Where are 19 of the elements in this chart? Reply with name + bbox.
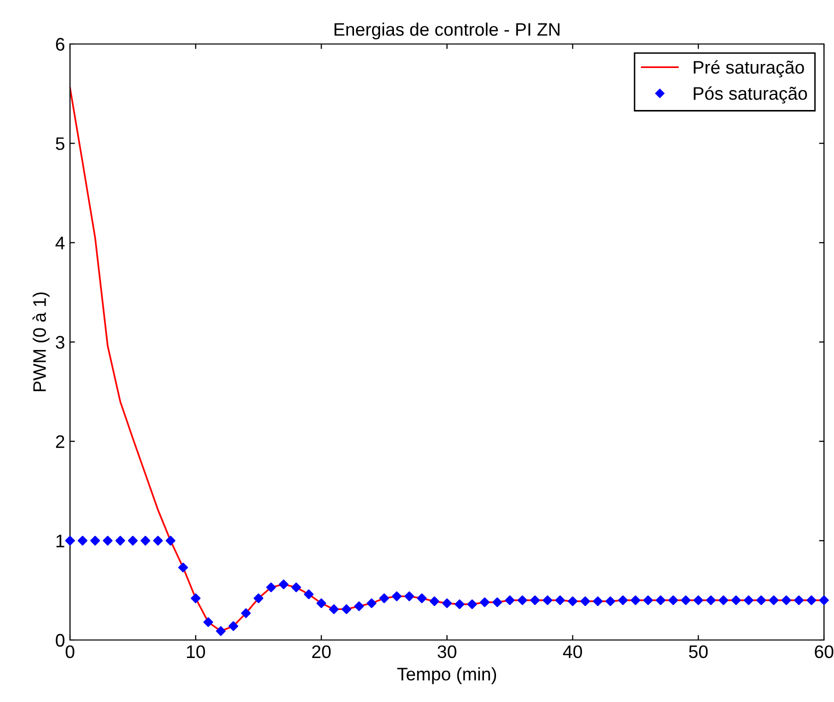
x-axis-title: Tempo (min) xyxy=(397,667,496,684)
legend-label: Pré saturação xyxy=(694,60,804,78)
x-tick-label: 30 xyxy=(438,645,456,658)
x-tick-label: 40 xyxy=(563,645,582,658)
y-tick-label: 3 xyxy=(56,336,64,349)
x-tick-label: 50 xyxy=(689,645,708,658)
legend-label: Pós saturação xyxy=(694,86,807,104)
x-tick-label: 10 xyxy=(187,645,206,658)
y-axis-title: PWM (0 à 1) xyxy=(32,292,50,392)
y-tick-label: 5 xyxy=(56,137,64,150)
y-tick-label: 0 xyxy=(56,634,64,647)
y-tick-label: 6 xyxy=(56,38,64,51)
y-tick-label: 2 xyxy=(56,435,64,448)
x-tick-label: 60 xyxy=(814,645,834,658)
y-tick-label: 1 xyxy=(56,534,64,548)
chart-title: Energias de controle - PI ZN xyxy=(334,22,560,40)
x-tick-label: 0 xyxy=(66,645,74,658)
y-tick-label: 4 xyxy=(56,236,65,250)
x-tick-label: 20 xyxy=(312,645,331,658)
